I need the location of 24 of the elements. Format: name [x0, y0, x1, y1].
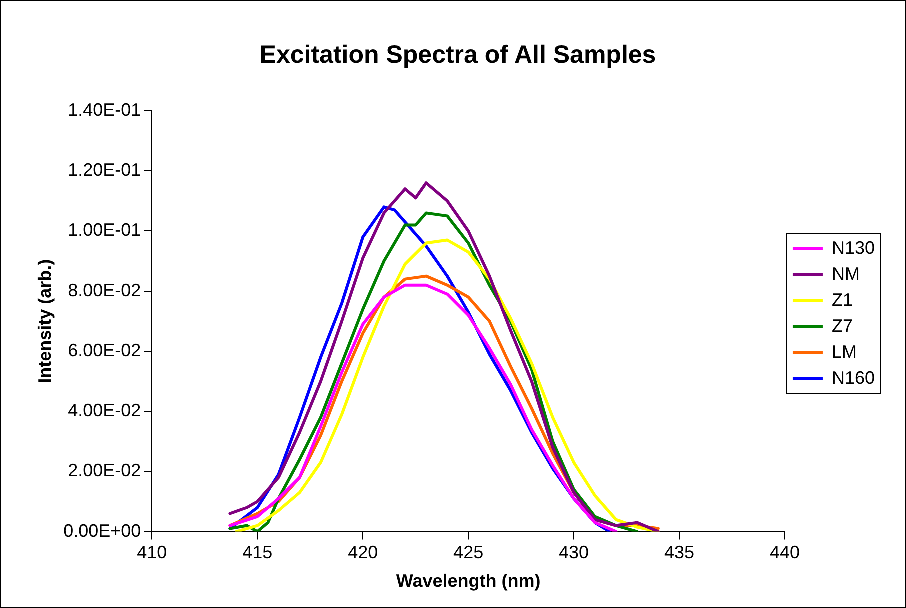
y-tick-label: 8.00E-02 — [68, 280, 142, 300]
x-tick-label: 415 — [242, 542, 273, 563]
x-tick-label: 425 — [454, 542, 484, 563]
x-axis-title: Wavelength (nm) — [396, 571, 541, 592]
x-tick-label: 440 — [770, 542, 800, 563]
legend-label: Z7 — [832, 316, 853, 336]
legend-label: N160 — [832, 368, 875, 388]
x-tick-label: 410 — [137, 542, 168, 563]
legend-label: LM — [832, 342, 857, 362]
legend-label: Z1 — [832, 290, 853, 310]
y-tick-label: 0.00E+00 — [64, 520, 142, 541]
chart-title: Excitation Spectra of All Samples — [260, 40, 656, 69]
x-tick-label: 420 — [348, 542, 378, 563]
x-tick-label: 435 — [664, 542, 695, 563]
legend-label: N130 — [832, 238, 875, 258]
y-tick-label: 4.00E-02 — [68, 400, 142, 421]
y-tick-label: 1.20E-01 — [68, 160, 142, 180]
y-tick-label: 1.40E-01 — [68, 100, 142, 120]
legend-label: NM — [832, 264, 860, 284]
y-tick-label: 2.00E-02 — [68, 460, 142, 481]
y-axis-title: Intensity (arb.) — [34, 259, 55, 384]
y-tick-label: 1.00E-01 — [68, 220, 142, 240]
y-tick-label: 6.00E-02 — [68, 340, 142, 360]
x-tick-label: 430 — [559, 542, 590, 563]
